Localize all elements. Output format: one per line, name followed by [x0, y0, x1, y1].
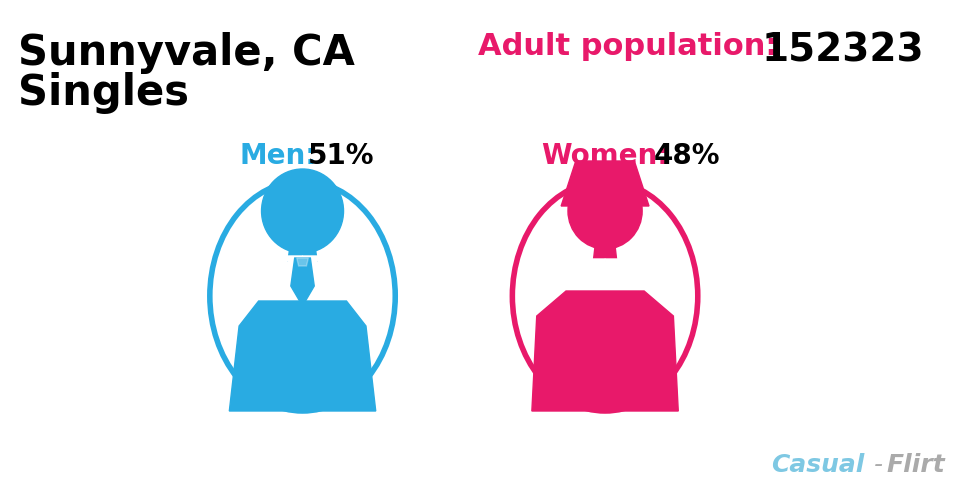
Circle shape: [261, 170, 344, 254]
Polygon shape: [532, 292, 679, 411]
Text: Casual: Casual: [771, 452, 864, 476]
Circle shape: [568, 174, 642, 249]
Text: Men:: Men:: [239, 142, 317, 170]
Text: Sunnyvale, CA: Sunnyvale, CA: [17, 32, 354, 74]
Polygon shape: [288, 241, 317, 262]
Text: Women:: Women:: [541, 142, 669, 170]
Text: 51%: 51%: [307, 142, 373, 170]
Polygon shape: [229, 302, 375, 411]
Text: -: -: [874, 452, 882, 476]
Polygon shape: [291, 259, 314, 307]
Polygon shape: [588, 260, 605, 279]
Polygon shape: [605, 260, 623, 279]
Polygon shape: [302, 257, 322, 277]
Text: Flirt: Flirt: [886, 452, 945, 476]
Polygon shape: [593, 244, 616, 262]
Text: Singles: Singles: [17, 72, 188, 114]
Text: 152323: 152323: [761, 32, 924, 70]
Polygon shape: [283, 257, 302, 277]
Polygon shape: [562, 162, 649, 206]
Text: Adult population:: Adult population:: [478, 32, 778, 61]
Text: 48%: 48%: [654, 142, 720, 170]
Polygon shape: [297, 259, 308, 267]
